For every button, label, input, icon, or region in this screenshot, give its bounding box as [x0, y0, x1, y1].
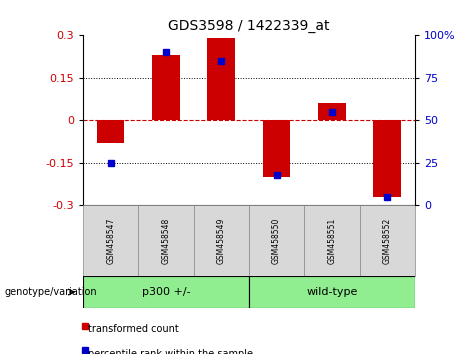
Bar [152, 55, 180, 120]
FancyBboxPatch shape [194, 205, 249, 276]
FancyBboxPatch shape [83, 276, 249, 308]
Text: p300 +/-: p300 +/- [142, 287, 190, 297]
FancyBboxPatch shape [304, 205, 360, 276]
FancyBboxPatch shape [360, 205, 415, 276]
Bar [318, 103, 346, 120]
FancyBboxPatch shape [249, 276, 415, 308]
Text: GSM458549: GSM458549 [217, 217, 226, 264]
Text: transformed count: transformed count [88, 324, 178, 334]
Text: GSM458550: GSM458550 [272, 217, 281, 264]
Text: percentile rank within the sample: percentile rank within the sample [88, 349, 253, 354]
Title: GDS3598 / 1422339_at: GDS3598 / 1422339_at [168, 19, 330, 33]
Text: wild-type: wild-type [306, 287, 358, 297]
Bar [97, 120, 124, 143]
FancyBboxPatch shape [249, 205, 304, 276]
Text: GSM458551: GSM458551 [327, 218, 337, 264]
FancyBboxPatch shape [138, 205, 194, 276]
Bar [207, 38, 235, 120]
Bar [263, 120, 290, 177]
Text: GSM458547: GSM458547 [106, 217, 115, 264]
Text: genotype/variation: genotype/variation [5, 287, 97, 297]
FancyBboxPatch shape [83, 205, 138, 276]
Text: GSM458548: GSM458548 [161, 218, 171, 264]
Text: GSM458552: GSM458552 [383, 218, 392, 264]
Bar [373, 120, 401, 197]
